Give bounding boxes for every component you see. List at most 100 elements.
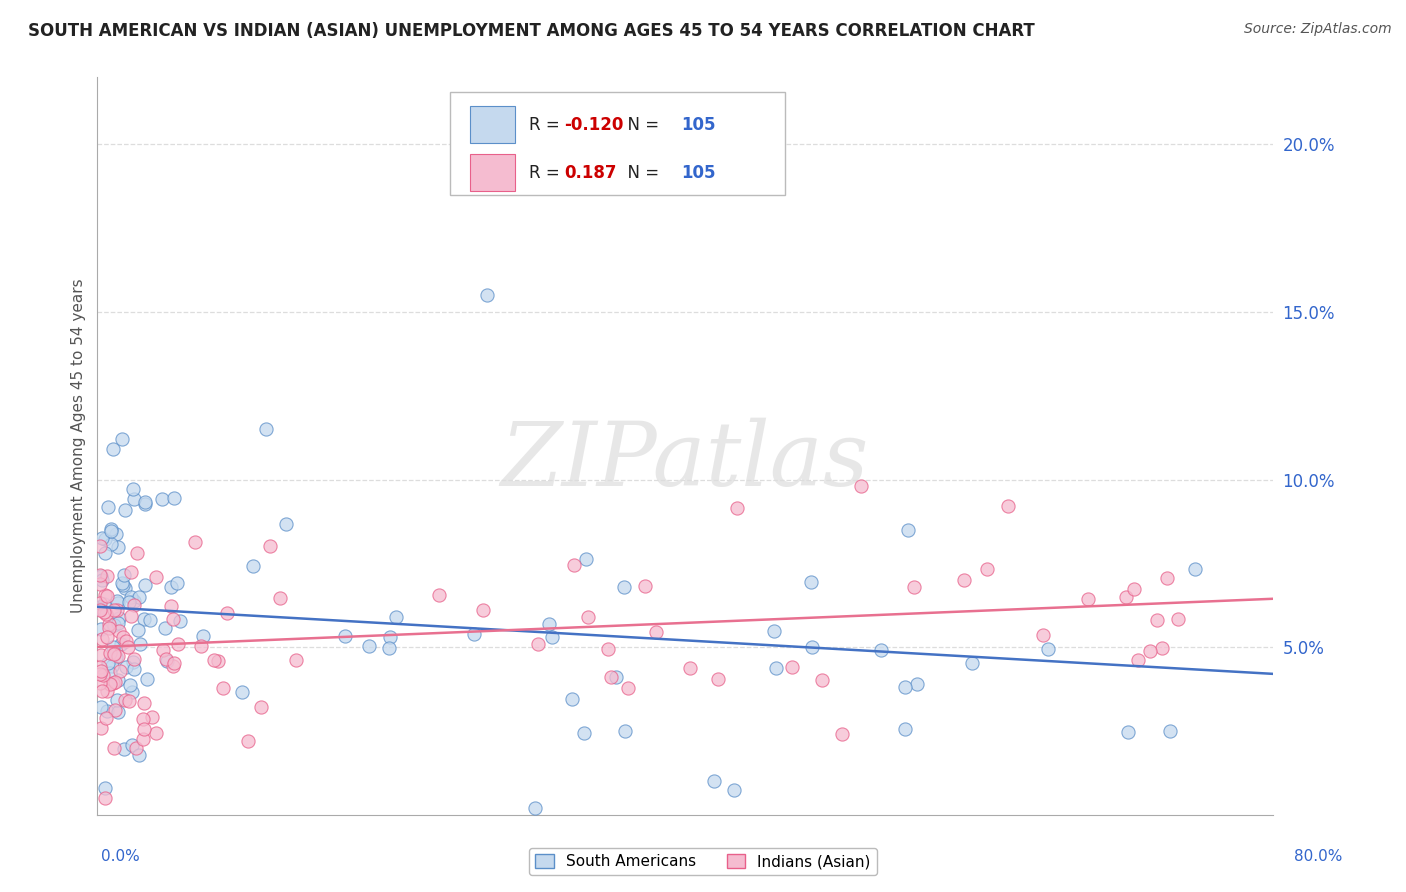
South Americans xyxy=(156,654,179,668)
South Americans xyxy=(377,641,399,656)
Indians (Asian) xyxy=(780,659,803,673)
Indians (Asian) xyxy=(903,580,925,594)
South Americans xyxy=(524,801,547,815)
Indians (Asian) xyxy=(1032,628,1054,642)
South Americans xyxy=(128,636,150,650)
Indians (Asian) xyxy=(125,546,148,560)
South Americans xyxy=(537,616,560,631)
Indians (Asian) xyxy=(202,653,225,667)
South Americans xyxy=(380,630,402,644)
South Americans xyxy=(98,665,121,680)
South Americans xyxy=(1036,641,1059,656)
Indians (Asian) xyxy=(155,652,177,666)
South Americans xyxy=(614,723,637,738)
Indians (Asian) xyxy=(89,596,111,610)
Text: SOUTH AMERICAN VS INDIAN (ASIAN) UNEMPLOYMENT AMONG AGES 45 TO 54 YEARS CORRELAT: SOUTH AMERICAN VS INDIAN (ASIAN) UNEMPLO… xyxy=(28,22,1035,40)
Indians (Asian) xyxy=(269,591,291,605)
South Americans xyxy=(160,580,183,594)
South Americans xyxy=(107,597,129,611)
Indians (Asian) xyxy=(93,606,115,620)
Indians (Asian) xyxy=(190,639,212,653)
Indians (Asian) xyxy=(132,712,155,726)
Indians (Asian) xyxy=(108,664,131,678)
Indians (Asian) xyxy=(111,630,134,644)
Indians (Asian) xyxy=(98,621,121,635)
Indians (Asian) xyxy=(89,667,111,681)
South Americans xyxy=(150,492,173,507)
Indians (Asian) xyxy=(96,607,118,621)
Indians (Asian) xyxy=(90,648,112,662)
Indians (Asian) xyxy=(633,579,655,593)
Indians (Asian) xyxy=(725,500,748,515)
Indians (Asian) xyxy=(104,703,127,717)
South Americans xyxy=(93,780,115,795)
South Americans xyxy=(231,685,253,699)
Indians (Asian) xyxy=(89,577,111,591)
South Americans xyxy=(94,532,117,546)
Indians (Asian) xyxy=(96,630,118,644)
South Americans xyxy=(605,670,627,684)
Indians (Asian) xyxy=(89,675,111,690)
Text: 80.0%: 80.0% xyxy=(1295,849,1343,863)
Indians (Asian) xyxy=(101,676,124,690)
South Americans xyxy=(114,581,136,595)
Indians (Asian) xyxy=(91,632,114,647)
Indians (Asian) xyxy=(98,647,121,661)
Text: 0.0%: 0.0% xyxy=(101,849,141,863)
Text: -0.120: -0.120 xyxy=(564,116,623,134)
Indians (Asian) xyxy=(117,694,139,708)
Indians (Asian) xyxy=(120,609,142,624)
South Americans xyxy=(97,657,120,671)
Indians (Asian) xyxy=(103,647,125,661)
South Americans xyxy=(107,673,129,687)
Indians (Asian) xyxy=(831,727,853,741)
South Americans xyxy=(894,723,917,737)
FancyBboxPatch shape xyxy=(470,106,515,143)
Indians (Asian) xyxy=(1156,571,1178,585)
Indians (Asian) xyxy=(117,640,139,655)
Indians (Asian) xyxy=(91,683,114,698)
South Americans xyxy=(703,774,725,789)
South Americans xyxy=(100,524,122,538)
South Americans xyxy=(869,642,891,657)
Indians (Asian) xyxy=(152,642,174,657)
South Americans xyxy=(117,595,139,609)
South Americans xyxy=(134,495,156,509)
Indians (Asian) xyxy=(94,711,117,725)
South Americans xyxy=(905,677,928,691)
Indians (Asian) xyxy=(1150,641,1173,656)
South Americans xyxy=(107,611,129,625)
South Americans xyxy=(254,422,277,436)
Indians (Asian) xyxy=(1123,582,1146,596)
Indians (Asian) xyxy=(259,539,281,553)
Indians (Asian) xyxy=(94,589,117,603)
Indians (Asian) xyxy=(90,721,112,735)
South Americans xyxy=(112,742,135,756)
Indians (Asian) xyxy=(1146,613,1168,627)
Indians (Asian) xyxy=(284,653,307,667)
Indians (Asian) xyxy=(93,790,115,805)
Indians (Asian) xyxy=(236,734,259,748)
Indians (Asian) xyxy=(89,539,111,553)
South Americans xyxy=(166,576,188,591)
Indians (Asian) xyxy=(429,588,451,602)
South Americans xyxy=(1116,725,1139,739)
South Americans xyxy=(104,527,127,541)
Indians (Asian) xyxy=(576,610,599,624)
South Americans xyxy=(110,576,132,591)
Indians (Asian) xyxy=(1139,644,1161,658)
South Americans xyxy=(111,578,134,592)
Indians (Asian) xyxy=(162,613,184,627)
FancyBboxPatch shape xyxy=(450,92,785,195)
Indians (Asian) xyxy=(617,681,640,695)
South Americans xyxy=(121,685,143,699)
South Americans xyxy=(100,537,122,551)
Indians (Asian) xyxy=(145,726,167,740)
Indians (Asian) xyxy=(166,637,188,651)
Text: R =: R = xyxy=(529,163,569,182)
South Americans xyxy=(89,602,111,616)
South Americans xyxy=(100,522,122,536)
South Americans xyxy=(169,615,191,629)
South Americans xyxy=(115,660,138,674)
South Americans xyxy=(335,629,357,643)
